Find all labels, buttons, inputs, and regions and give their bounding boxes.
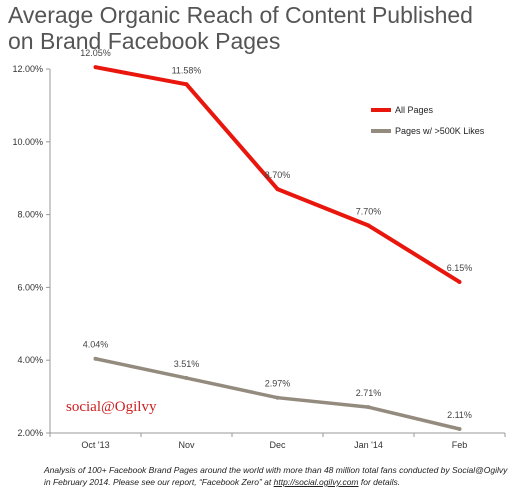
social-ogilvy-watermark: social@Ogilvy [66, 399, 157, 415]
y-tick-label: 2.00% [17, 428, 43, 438]
data-point [93, 356, 98, 361]
data-label: 2.71% [356, 388, 382, 398]
data-label: 8.70% [265, 170, 291, 180]
data-label: 4.04% [83, 340, 109, 350]
x-axis-ticks: Oct '13 Nov Dec Jan '14 Feb [49, 433, 506, 450]
footnote-text: Analysis of 100+ Facebook Brand Pages ar… [44, 465, 508, 487]
y-tick-label: 6.00% [17, 282, 43, 292]
data-point [366, 405, 371, 410]
chart-title: Average Organic Reach of Content Publish… [8, 2, 478, 54]
data-label: 12.05% [80, 48, 111, 58]
y-tick-label: 4.00% [17, 355, 43, 365]
footnote-suffix: for details. [358, 477, 401, 487]
legend-label: All Pages [395, 105, 434, 115]
data-point [184, 82, 189, 87]
data-label: 3.51% [174, 359, 200, 369]
data-label: 11.58% [172, 65, 202, 75]
data-point [275, 187, 280, 192]
chart-series [93, 65, 462, 431]
data-label: 2.97% [265, 379, 291, 389]
data-point [457, 279, 462, 284]
data-point [275, 395, 280, 400]
y-tick-label: 10.00% [12, 137, 43, 147]
data-label: 7.70% [356, 207, 382, 217]
x-tick-label: Oct '13 [81, 440, 109, 450]
x-tick-label: Feb [452, 440, 468, 450]
footnote: Analysis of 100+ Facebook Brand Pages ar… [44, 464, 514, 488]
chart-title-text: Average Organic Reach of Content Publish… [8, 2, 473, 54]
series-line-pages-500k [95, 357, 460, 431]
data-point [366, 223, 371, 228]
x-tick-label: Nov [178, 440, 195, 450]
y-axis-ticks: 2.00% 4.00% 6.00% 8.00% 10.00% 12.00% [12, 64, 50, 438]
y-tick-label: 12.00% [12, 64, 43, 74]
footnote-link[interactable]: http://social.ogilvy.com [273, 477, 359, 487]
y-tick-label: 8.00% [17, 210, 43, 220]
data-point [184, 376, 189, 381]
data-point [457, 426, 462, 431]
data-point [93, 65, 98, 70]
chart-legend: All Pages Pages w/ >500K Likes [371, 105, 485, 136]
chart-axes [49, 69, 505, 434]
data-labels: 12.05% 11.58% 8.70% 7.70% 6.15% 4.04% 3.51% 2.9… [80, 48, 472, 420]
data-label: 6.15% [447, 263, 473, 273]
x-tick-label: Dec [269, 440, 286, 450]
x-tick-label: Jan '14 [354, 440, 383, 450]
legend-label: Pages w/ >500K Likes [395, 126, 485, 136]
data-label: 2.11% [447, 410, 472, 420]
